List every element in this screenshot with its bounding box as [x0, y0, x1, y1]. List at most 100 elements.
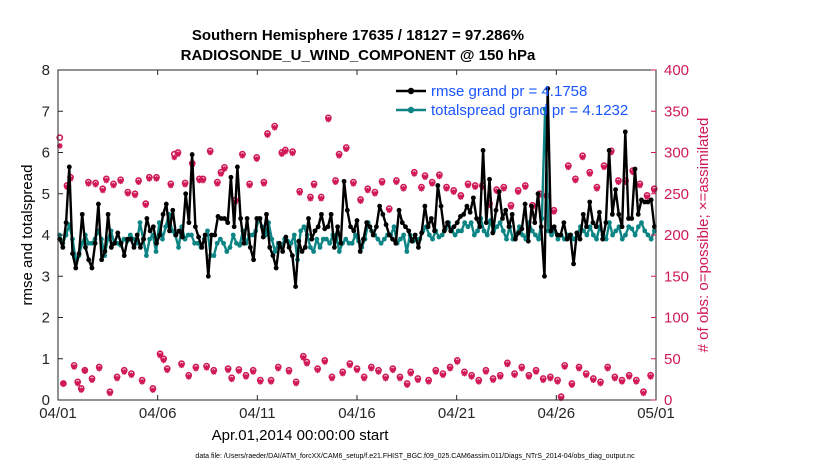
- rmse-point: [361, 236, 366, 242]
- obs-assimilated-marker: [565, 164, 572, 171]
- y-axis-label-left: rmse and totalspread: [19, 165, 36, 306]
- obs-assimilated-stroke: [436, 173, 442, 179]
- obs-assimilated-marker: [436, 173, 443, 180]
- obs-assimilated-marker: [572, 177, 579, 184]
- obs-assimilated-marker: [375, 369, 382, 375]
- spread-point: [237, 242, 243, 248]
- obs-assimilated-marker: [386, 207, 393, 214]
- obs-assimilated-marker: [264, 132, 271, 138]
- obs-assimilated-marker: [228, 376, 235, 383]
- rmse-point: [597, 209, 602, 215]
- rmse-point: [370, 232, 376, 238]
- obs-assimilated-stroke: [454, 359, 460, 365]
- obs-assimilated-marker: [200, 177, 206, 184]
- obs-assimilated-marker: [132, 192, 138, 199]
- spread-point: [343, 236, 349, 242]
- rmse-point: [564, 236, 570, 242]
- obs-assimilated-marker: [454, 359, 461, 365]
- spread-point: [144, 253, 149, 259]
- obs-assimilated-marker: [583, 372, 589, 379]
- obs-assimilated-stroke: [533, 369, 539, 375]
- y-tick-label-left: 8: [42, 62, 50, 79]
- spread-point: [224, 249, 230, 254]
- spread-point: [391, 224, 397, 230]
- obs-assimilated-stroke: [89, 377, 95, 383]
- rmse-point: [480, 148, 486, 153]
- rmse-point: [335, 224, 341, 230]
- obs-assimilated-stroke: [268, 379, 274, 385]
- obs-assimilated-stroke: [619, 379, 625, 385]
- obs-assimilated-stroke: [336, 153, 342, 159]
- obs-assimilated-marker: [175, 151, 181, 157]
- rmse-point: [464, 203, 470, 209]
- spread-point: [494, 224, 500, 230]
- obs-assimilated-stroke: [329, 376, 335, 382]
- chart-subtitle: RADIOSONDE_U_WIND_COMPONENT @ 150 hPa: [181, 47, 536, 64]
- spread-point: [590, 232, 596, 238]
- x-axis-label: Apr.01,2014 00:00:00 start: [212, 427, 390, 444]
- rmse-point: [483, 220, 489, 226]
- rmse-point: [192, 224, 198, 230]
- spread-point: [401, 232, 407, 238]
- spread-point: [301, 224, 307, 230]
- obs-assimilated-marker: [554, 379, 561, 385]
- rmse-point: [438, 203, 444, 209]
- obs-assimilated-stroke: [182, 182, 188, 188]
- obs-assimilated-marker: [286, 369, 292, 375]
- rmse-point: [580, 211, 586, 217]
- obs-assimilated-stroke: [239, 153, 245, 159]
- spread-point: [311, 249, 316, 254]
- x-tick-label: 04/01: [39, 405, 77, 422]
- obs-assimilated-marker: [128, 372, 135, 379]
- obs-assimilated-marker: [210, 369, 217, 375]
- obs-assimilated-marker: [167, 182, 174, 189]
- spread-point: [404, 249, 410, 254]
- obs-assimilated-stroke: [390, 367, 396, 373]
- obs-assimilated-stroke: [75, 380, 81, 387]
- rmse-point: [241, 240, 247, 246]
- rmse-point: [157, 232, 163, 238]
- rmse-point: [70, 251, 75, 256]
- obs-assimilated-stroke: [522, 184, 528, 190]
- rmse-point: [422, 203, 428, 209]
- obs-assimilated-marker: [243, 374, 249, 380]
- obs-assimilated-marker: [296, 190, 303, 196]
- footnote: data file: /Users/raeder/DAI/ATM_forcXX/…: [195, 453, 635, 460]
- rmse-point: [309, 236, 315, 242]
- obs-assimilated-marker: [146, 176, 153, 182]
- obs-assimilated-stroke: [175, 151, 181, 157]
- rmse-point: [629, 216, 635, 221]
- obs-assimilated-stroke: [569, 382, 575, 388]
- obs-assimilated-stroke: [601, 164, 607, 170]
- obs-assimilated-stroke: [375, 369, 381, 375]
- obs-assimilated-stroke: [583, 372, 589, 378]
- rmse-point: [493, 207, 499, 213]
- obs-assimilated-stroke: [633, 379, 639, 385]
- spread-point: [250, 232, 255, 238]
- obs-assimilated-stroke: [225, 367, 231, 373]
- rmse-point: [319, 211, 324, 217]
- rmse-point: [160, 211, 166, 217]
- obs-assimilated-marker: [522, 184, 529, 190]
- obs-assimilated-marker: [311, 182, 317, 189]
- spread-point: [632, 232, 638, 238]
- obs-assimilated-stroke: [264, 132, 270, 138]
- rmse-point: [154, 240, 159, 246]
- spread-point: [298, 228, 304, 234]
- obs-assimilated-marker: [415, 377, 421, 383]
- obs-assimilated-stroke: [354, 367, 360, 373]
- obs-assimilated-marker: [182, 181, 188, 188]
- obs-assimilated-marker: [626, 374, 632, 380]
- obs-assimilated-stroke: [648, 374, 654, 380]
- obs-assimilated-stroke: [605, 366, 611, 372]
- rmse-point: [571, 261, 576, 267]
- obs-assimilated-marker: [526, 374, 532, 380]
- rmse-point: [108, 244, 114, 250]
- rmse-point: [567, 232, 573, 238]
- rmse-point: [435, 183, 441, 188]
- spread-point: [269, 236, 275, 242]
- rmse-point: [115, 230, 121, 236]
- obs-assimilated-marker: [289, 150, 296, 157]
- obs-assimilated-stroke: [272, 125, 278, 131]
- obs-assimilated-marker: [110, 182, 117, 189]
